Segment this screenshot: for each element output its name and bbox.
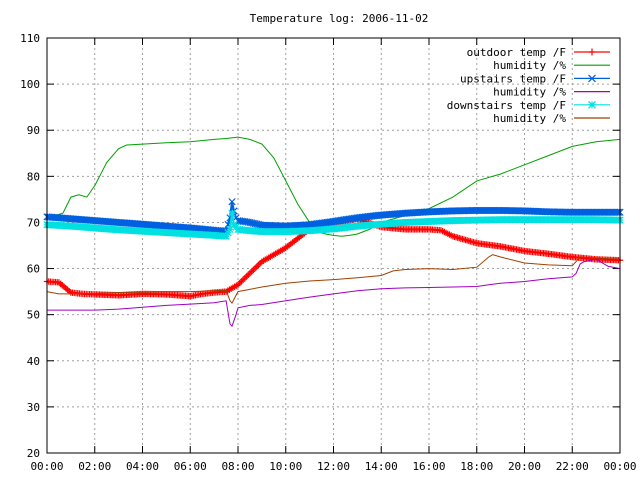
series-point xyxy=(228,198,236,206)
legend-item: humidity /% xyxy=(493,112,610,125)
legend-label: outdoor temp /F xyxy=(467,46,566,59)
x-tick-label: 14:00 xyxy=(365,460,398,473)
y-tick-label: 100 xyxy=(20,78,40,91)
plot-border xyxy=(46,37,621,454)
legend-item: upstairs temp /F xyxy=(460,72,610,85)
x-tick-label: 16:00 xyxy=(412,460,445,473)
y-tick-label: 80 xyxy=(27,170,40,183)
legend-item: humidity /% xyxy=(493,86,610,99)
series xyxy=(43,209,624,240)
legend-item: outdoor temp /F xyxy=(467,46,610,59)
y-tick-label: 90 xyxy=(27,124,40,137)
series xyxy=(47,258,621,328)
chart-title: Temperature log: 2006-11-02 xyxy=(250,12,429,25)
x-tick-label: 02:00 xyxy=(78,460,111,473)
x-tick-label: 00:00 xyxy=(603,460,636,473)
y-tick-label: 110 xyxy=(20,32,40,45)
x-tick-label: 12:00 xyxy=(317,460,350,473)
series-line xyxy=(46,254,621,304)
series-point xyxy=(614,208,623,216)
x-tick-label: 06:00 xyxy=(174,460,207,473)
x-tick-label: 00:00 xyxy=(30,460,63,473)
y-tick-label: 40 xyxy=(27,355,40,368)
x-tick-labels: 00:00 02:00 04:00 06:00 08:00 10:00 12:00 14:00… xyxy=(30,460,636,473)
series-point xyxy=(588,48,596,56)
series xyxy=(46,254,621,304)
x-tick-label: 22:00 xyxy=(556,460,589,473)
legend-label: downstairs temp /F xyxy=(447,99,566,112)
legend-item: humidity /% xyxy=(493,59,610,72)
legend-label: humidity /% xyxy=(493,59,566,72)
legend-label: humidity /% xyxy=(493,86,566,99)
x-tick-label: 18:00 xyxy=(460,460,493,473)
series-point xyxy=(228,209,236,217)
series xyxy=(43,198,624,235)
y-tick-label: 70 xyxy=(27,216,40,229)
legend-label: humidity /% xyxy=(493,112,566,125)
x-tick-label: 20:00 xyxy=(508,460,541,473)
axis-ticks xyxy=(46,37,621,454)
x-tick-label: 10:00 xyxy=(269,460,302,473)
y-tick-label: 60 xyxy=(27,263,40,276)
series-point xyxy=(588,100,596,109)
legend-label: upstairs temp /F xyxy=(460,72,566,85)
x-tick-label: 04:00 xyxy=(126,460,159,473)
y-tick-label: 20 xyxy=(27,447,40,460)
series-point xyxy=(588,74,596,83)
series-line xyxy=(47,258,621,328)
y-tick-labels: 20 30 40 50 60 70 80 90 100 110 xyxy=(20,32,40,460)
grid-lines xyxy=(47,38,620,453)
y-tick-label: 50 xyxy=(27,309,40,322)
x-tick-label: 08:00 xyxy=(221,460,254,473)
series xyxy=(46,136,621,237)
series-line xyxy=(46,136,621,237)
series-point xyxy=(613,208,621,216)
y-tick-label: 30 xyxy=(27,401,40,414)
series-layer xyxy=(43,136,624,328)
legend-item: downstairs temp /F xyxy=(447,99,610,112)
